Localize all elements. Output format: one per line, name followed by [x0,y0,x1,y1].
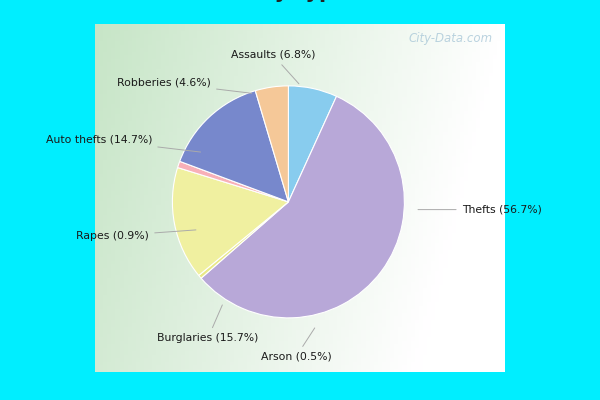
Wedge shape [172,168,289,276]
Wedge shape [199,202,289,278]
Title: Crimes by type - 2013: Crimes by type - 2013 [171,0,429,2]
Wedge shape [289,86,337,202]
Wedge shape [178,161,289,202]
Wedge shape [256,86,289,202]
Text: Thefts (56.7%): Thefts (56.7%) [418,204,542,214]
Wedge shape [180,91,289,202]
Text: Burglaries (15.7%): Burglaries (15.7%) [157,305,259,343]
Text: Robberies (4.6%): Robberies (4.6%) [117,78,251,93]
Text: Assaults (6.8%): Assaults (6.8%) [230,50,315,84]
Text: Arson (0.5%): Arson (0.5%) [261,328,332,362]
Text: City-Data.com: City-Data.com [409,32,493,45]
Text: Auto thefts (14.7%): Auto thefts (14.7%) [46,135,200,152]
Text: Rapes (0.9%): Rapes (0.9%) [76,230,196,241]
Wedge shape [201,96,404,318]
